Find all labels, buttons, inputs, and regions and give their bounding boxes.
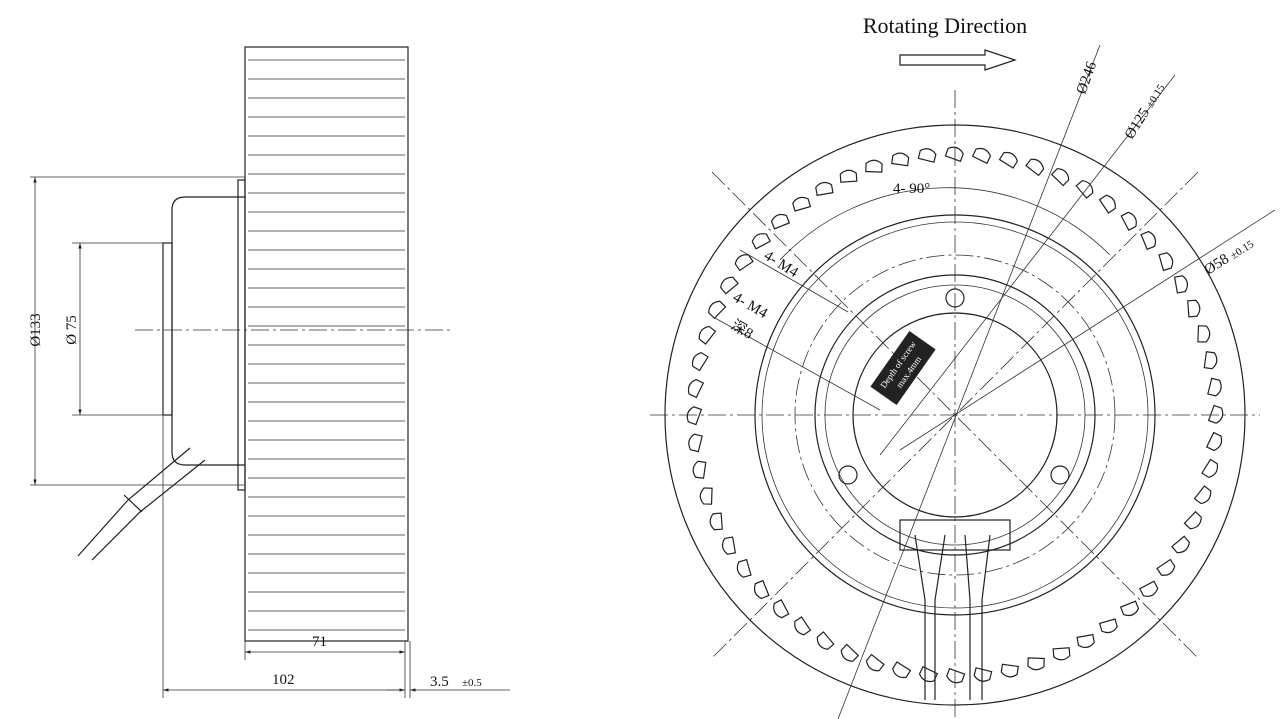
vent-hole [1140,581,1160,599]
vent-hole [718,275,738,294]
vent-hole [770,212,789,229]
vent-hole [1207,433,1224,452]
bolt [1051,466,1069,484]
flange [238,180,245,490]
dimension-label: 102 [272,672,295,688]
vent-hole [1198,326,1210,342]
dimension-label: Ø133 [28,313,44,346]
vent-hole [1204,352,1218,369]
dimension-value: Ø125 [1122,105,1153,142]
vent-hole [1172,536,1192,555]
vent-hole [1121,211,1139,231]
bolt [839,466,857,484]
vent-hole [1175,275,1189,293]
motor-plate [163,243,172,415]
vent-hole [710,513,723,530]
dimension-label: Ø 75 [64,315,80,345]
vent-hole [687,433,702,451]
vent-hole [1121,601,1140,618]
vent-hole [1208,378,1223,396]
vent-hole [706,299,725,318]
vent-hole [1202,460,1220,480]
note-box [870,331,935,405]
vent-hole [891,662,911,680]
vent-hole [733,252,753,270]
vent-hole [1053,648,1070,661]
vent-hole [1141,230,1158,249]
blades [248,60,405,630]
screw-note: Depth of screw max.4mm [870,331,935,405]
rotation-arrow [900,50,1015,70]
dimension-label: 71 [312,634,327,650]
vent-hole [840,170,857,183]
angle-label: 4- 90° [893,181,930,197]
dimension-label: Ø58 ±0.15 [1202,235,1257,278]
vent-hole [792,617,810,637]
vent-hole [815,181,833,195]
vent-hole [864,655,884,674]
vent-hole [690,351,708,371]
dimension-value: Ø58 [1202,251,1232,278]
vent-hole [1100,619,1119,634]
vent-hole [1100,193,1118,213]
vent-hole [1159,252,1174,271]
vent-hole [736,560,751,579]
thread-label: 4- M4 [761,248,801,281]
vent-hole [1000,150,1020,168]
tolerance-label: ±0.15 [1144,82,1168,110]
vent-hole [1184,512,1203,531]
vent-hole [1195,486,1214,506]
vent-hole [866,160,882,172]
angle-arc [780,188,1110,260]
tolerance-label: ±0.15 [1228,238,1256,262]
dimension-label: Ø246 [1074,59,1101,96]
vent-hole [815,632,834,652]
vent-hole [1028,658,1044,670]
cables [915,535,990,700]
vent-hole [1188,300,1201,317]
vent-hole [1026,157,1046,176]
dimension-label: 3.5 [430,674,449,690]
vent-hole [973,146,992,163]
side-view: Ø133 Ø 75 71 102 3.5 ±0.5 [28,47,510,698]
dimension-label: Ø125 ±0.15 [1122,80,1169,142]
vent-hole [918,147,936,162]
vent-hole [1077,635,1095,649]
vent-hole [700,488,712,504]
vent-hole [692,461,706,478]
vent-hole [686,378,703,397]
vent-hole [752,581,769,600]
vent-hole [697,324,716,344]
vent-hole [721,537,735,555]
vent-hole [1157,560,1177,578]
vent-hole [1052,166,1071,185]
motor-body [172,197,245,465]
vent-hole [792,196,811,211]
vent-hole [1001,664,1018,678]
leader-line [900,210,1275,450]
vent-hole [771,600,789,620]
rotation-label: Rotating Direction [863,13,1027,38]
vent-hole [892,152,909,166]
tolerance-label: ±0.5 [462,677,482,689]
front-view: Rotating Direction Ø246 Ø125 ±0.15 Ø58 ±… [650,13,1275,719]
drawing: Ø133 Ø 75 71 102 3.5 ±0.5 Rotating Direc… [0,0,1286,719]
vent-hole [751,231,771,249]
vent-hole [839,644,858,663]
